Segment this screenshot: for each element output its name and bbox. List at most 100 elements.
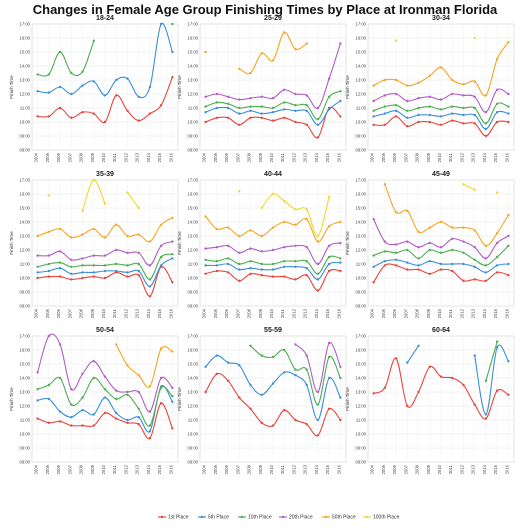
series-20th-place-point bbox=[339, 365, 342, 368]
y-tick-label: 08:00 bbox=[356, 304, 367, 309]
series-10th-place-point bbox=[339, 257, 342, 260]
x-tick-label: 2006 bbox=[224, 464, 229, 474]
series-5th-place-point bbox=[47, 269, 51, 273]
series-50th-place-point bbox=[204, 50, 207, 54]
series-50th-place-point bbox=[428, 74, 431, 78]
y-tick-label: 12:00 bbox=[356, 248, 367, 253]
series-10th-place-point bbox=[137, 407, 140, 410]
series-5th-place-point bbox=[327, 108, 331, 111]
series-20th-place-point bbox=[327, 341, 331, 345]
x-tick-label: 2009 bbox=[258, 464, 263, 474]
series-1st-place-point bbox=[406, 125, 409, 128]
y-tick-label: 10:00 bbox=[20, 120, 31, 125]
x-tick-label: 2014 bbox=[146, 464, 151, 474]
series-20th-place-point bbox=[294, 343, 297, 346]
series-100th-place-point bbox=[137, 206, 140, 210]
series-20th-place-point bbox=[372, 99, 375, 103]
series-50th-place-point bbox=[484, 244, 488, 247]
series-20th-place bbox=[372, 88, 510, 114]
series-1st-place-point bbox=[428, 272, 431, 275]
legend-label: 10th Place bbox=[248, 515, 272, 521]
series-20th-place-point bbox=[428, 95, 431, 99]
series-5th-place-point bbox=[36, 399, 39, 402]
y-tick-label: 11:00 bbox=[356, 106, 367, 111]
series-5th-place-point bbox=[484, 413, 488, 416]
series-50th-place-point bbox=[372, 84, 375, 87]
series-50th-place-point bbox=[204, 215, 207, 218]
series-50th-place-point bbox=[462, 83, 465, 86]
series-10th-place-point bbox=[294, 260, 297, 263]
series-20th-place-point bbox=[148, 264, 152, 267]
series-1st-place-point bbox=[394, 115, 398, 118]
series-1st-place-point bbox=[260, 274, 263, 277]
series-20th-place-point bbox=[126, 390, 129, 394]
y-tick-label: 09:00 bbox=[20, 290, 31, 295]
series-1st-place-point bbox=[507, 393, 510, 396]
series-50th-place bbox=[115, 343, 174, 388]
series-50th-place-point bbox=[249, 229, 252, 232]
series-10th-place-point bbox=[294, 368, 297, 371]
series-10th-place-point bbox=[204, 105, 207, 108]
y-tick-label: 12:00 bbox=[188, 248, 199, 253]
series-5th-place-point bbox=[495, 111, 499, 114]
series-5th-place-point bbox=[70, 272, 73, 275]
legend-marker bbox=[200, 515, 204, 519]
x-tick-label: 2008 bbox=[415, 464, 420, 474]
series-10th-place-point bbox=[417, 257, 420, 260]
series-5th-place-point bbox=[36, 90, 39, 93]
series-10th-place-point bbox=[507, 105, 510, 108]
x-tick-label: 2006 bbox=[224, 308, 229, 318]
series-10th-place-point bbox=[271, 262, 275, 266]
series-50th-place-point bbox=[428, 226, 431, 229]
series-10th-place-point bbox=[271, 355, 275, 359]
series-1st-place-point bbox=[171, 281, 174, 284]
series-1st-place-point bbox=[316, 289, 320, 292]
series-1st-place-point bbox=[473, 403, 476, 406]
y-tick-label: 11:00 bbox=[20, 106, 31, 111]
series-20th-place-point bbox=[473, 95, 476, 99]
series-1st-place-point bbox=[462, 122, 465, 125]
series-5th-place-point bbox=[339, 261, 342, 264]
series-1st-place-point bbox=[495, 271, 499, 274]
series-10th-place-point bbox=[339, 90, 342, 93]
series-20th-place-point bbox=[204, 247, 207, 250]
series-5th-place-point bbox=[394, 109, 398, 113]
series-5th-place-point bbox=[58, 85, 62, 89]
series-1st-place-point bbox=[47, 421, 51, 424]
series-5th-place-point bbox=[204, 264, 207, 267]
series-50th-place-point bbox=[462, 226, 465, 229]
series-20th-place-point bbox=[294, 244, 297, 247]
series-10th-place-point bbox=[70, 265, 73, 268]
series-5th-place-point bbox=[92, 271, 95, 274]
series-20th-place-point bbox=[495, 88, 499, 92]
series-1st-place-point bbox=[238, 396, 241, 399]
series-1st-place-point bbox=[484, 134, 488, 138]
y-tick-label: 10:00 bbox=[188, 120, 199, 125]
series-5th-place-point bbox=[171, 50, 174, 54]
y-tick-label: 08:00 bbox=[356, 148, 367, 153]
x-tick-label: 2016 bbox=[336, 464, 341, 474]
series-1st-place-point bbox=[260, 421, 263, 424]
series-5th-place-point bbox=[327, 262, 331, 266]
series-10th-place-point bbox=[47, 383, 51, 387]
x-tick-label: 2011 bbox=[448, 152, 453, 162]
series-1st-place-point bbox=[462, 279, 465, 282]
series-10th-place-point bbox=[81, 264, 84, 267]
series-50th-place-point bbox=[484, 94, 488, 97]
series-20th-place-point bbox=[316, 262, 320, 266]
series-20th-place bbox=[36, 333, 174, 413]
series-1st-place-point bbox=[316, 136, 320, 139]
series-100th-place-point bbox=[294, 208, 297, 211]
x-tick-label: 2008 bbox=[415, 152, 420, 162]
series-20th-place-point bbox=[260, 250, 263, 253]
series-1st-place-point bbox=[70, 278, 73, 281]
series-10th-place-point bbox=[260, 354, 263, 357]
series-5th-place-point bbox=[271, 382, 275, 385]
series-10th-place-point bbox=[383, 250, 387, 253]
y-tick-label: 14:00 bbox=[188, 376, 199, 381]
x-tick-label: 2013 bbox=[471, 464, 476, 474]
series-50th-place bbox=[383, 183, 510, 247]
y-tick-label: 16:00 bbox=[20, 348, 31, 353]
y-tick-label: 17:00 bbox=[188, 22, 199, 27]
y-tick-label: 12:00 bbox=[20, 404, 31, 409]
